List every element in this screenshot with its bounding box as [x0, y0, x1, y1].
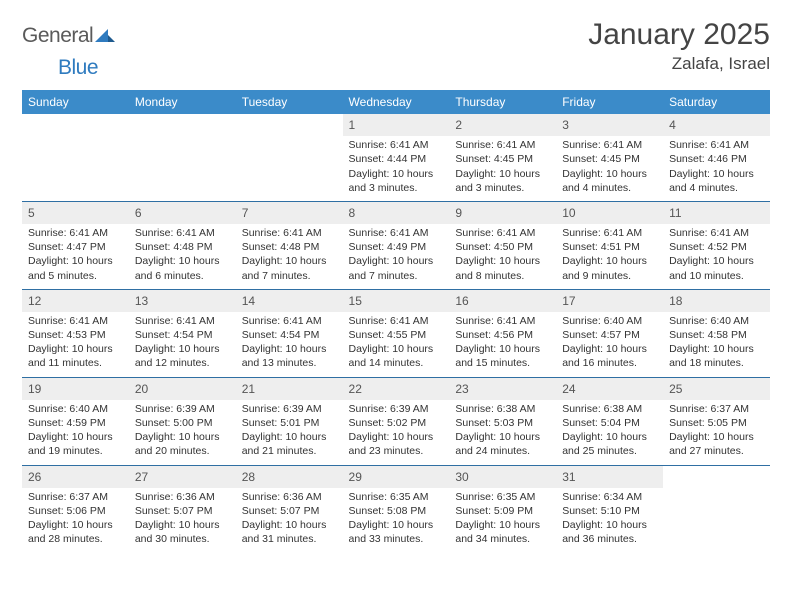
day-number-cell: 8 [343, 201, 450, 224]
title-block: January 2025 Zalafa, Israel [588, 18, 770, 74]
day-detail-cell: Sunrise: 6:39 AMSunset: 5:01 PMDaylight:… [236, 400, 343, 465]
day-number-cell: 4 [663, 114, 770, 136]
day-number-cell [129, 114, 236, 136]
logo: General [22, 24, 117, 48]
day-detail-cell: Sunrise: 6:38 AMSunset: 5:03 PMDaylight:… [449, 400, 556, 465]
logo-text-general: General [22, 24, 93, 48]
day-detail-cell [236, 136, 343, 201]
day-number-cell: 17 [556, 289, 663, 312]
day-number-cell: 13 [129, 289, 236, 312]
day-detail-cell: Sunrise: 6:41 AMSunset: 4:53 PMDaylight:… [22, 312, 129, 377]
logo-text-blue: Blue [58, 56, 98, 79]
day-detail-row: Sunrise: 6:41 AMSunset: 4:53 PMDaylight:… [22, 312, 770, 377]
day-detail-row: Sunrise: 6:37 AMSunset: 5:06 PMDaylight:… [22, 488, 770, 553]
day-number-cell: 12 [22, 289, 129, 312]
day-number-cell: 31 [556, 465, 663, 488]
day-detail-cell: Sunrise: 6:41 AMSunset: 4:54 PMDaylight:… [129, 312, 236, 377]
day-number-cell: 20 [129, 377, 236, 400]
day-detail-row: Sunrise: 6:41 AMSunset: 4:44 PMDaylight:… [22, 136, 770, 201]
day-detail-cell: Sunrise: 6:41 AMSunset: 4:45 PMDaylight:… [449, 136, 556, 201]
day-detail-cell: Sunrise: 6:41 AMSunset: 4:52 PMDaylight:… [663, 224, 770, 289]
day-detail-cell: Sunrise: 6:40 AMSunset: 4:58 PMDaylight:… [663, 312, 770, 377]
day-detail-cell: Sunrise: 6:41 AMSunset: 4:44 PMDaylight:… [343, 136, 450, 201]
day-number-cell: 23 [449, 377, 556, 400]
weekday-header: Thursday [449, 90, 556, 114]
weekday-header: Wednesday [343, 90, 450, 114]
day-detail-cell: Sunrise: 6:41 AMSunset: 4:49 PMDaylight:… [343, 224, 450, 289]
day-detail-cell: Sunrise: 6:34 AMSunset: 5:10 PMDaylight:… [556, 488, 663, 553]
day-number-cell: 29 [343, 465, 450, 488]
day-number-cell [22, 114, 129, 136]
day-detail-cell: Sunrise: 6:41 AMSunset: 4:47 PMDaylight:… [22, 224, 129, 289]
day-detail-cell [22, 136, 129, 201]
day-number-cell: 16 [449, 289, 556, 312]
header: General January 2025 Zalafa, Israel [22, 18, 770, 74]
day-detail-cell: Sunrise: 6:40 AMSunset: 4:59 PMDaylight:… [22, 400, 129, 465]
day-number-row: 262728293031 [22, 465, 770, 488]
day-detail-cell: Sunrise: 6:39 AMSunset: 5:02 PMDaylight:… [343, 400, 450, 465]
day-number-cell: 30 [449, 465, 556, 488]
day-number-cell: 14 [236, 289, 343, 312]
day-number-cell: 24 [556, 377, 663, 400]
location: Zalafa, Israel [588, 54, 770, 74]
weekday-header: Sunday [22, 90, 129, 114]
day-detail-cell [663, 488, 770, 553]
day-detail-cell [129, 136, 236, 201]
day-number-cell: 2 [449, 114, 556, 136]
day-number-cell: 25 [663, 377, 770, 400]
day-number-row: 1234 [22, 114, 770, 136]
weekday-header: Tuesday [236, 90, 343, 114]
day-number-cell: 7 [236, 201, 343, 224]
day-number-cell: 6 [129, 201, 236, 224]
day-detail-cell: Sunrise: 6:41 AMSunset: 4:48 PMDaylight:… [236, 224, 343, 289]
day-number-row: 19202122232425 [22, 377, 770, 400]
day-number-cell [663, 465, 770, 488]
day-number-cell: 21 [236, 377, 343, 400]
logo-triangle-icon [95, 26, 115, 47]
day-number-cell: 19 [22, 377, 129, 400]
day-number-row: 567891011 [22, 201, 770, 224]
day-number-cell: 10 [556, 201, 663, 224]
day-number-cell: 9 [449, 201, 556, 224]
day-detail-cell: Sunrise: 6:41 AMSunset: 4:46 PMDaylight:… [663, 136, 770, 201]
day-detail-cell: Sunrise: 6:38 AMSunset: 5:04 PMDaylight:… [556, 400, 663, 465]
day-detail-cell: Sunrise: 6:37 AMSunset: 5:05 PMDaylight:… [663, 400, 770, 465]
day-number-cell: 15 [343, 289, 450, 312]
weekday-header-row: SundayMondayTuesdayWednesdayThursdayFrid… [22, 90, 770, 114]
month-title: January 2025 [588, 18, 770, 52]
day-number-row: 12131415161718 [22, 289, 770, 312]
day-detail-cell: Sunrise: 6:36 AMSunset: 5:07 PMDaylight:… [236, 488, 343, 553]
day-number-cell [236, 114, 343, 136]
day-detail-cell: Sunrise: 6:41 AMSunset: 4:45 PMDaylight:… [556, 136, 663, 201]
day-detail-cell: Sunrise: 6:40 AMSunset: 4:57 PMDaylight:… [556, 312, 663, 377]
calendar-table: SundayMondayTuesdayWednesdayThursdayFrid… [22, 90, 770, 552]
day-number-cell: 1 [343, 114, 450, 136]
day-number-cell: 27 [129, 465, 236, 488]
weekday-header: Friday [556, 90, 663, 114]
weekday-header: Saturday [663, 90, 770, 114]
day-detail-row: Sunrise: 6:40 AMSunset: 4:59 PMDaylight:… [22, 400, 770, 465]
day-number-cell: 11 [663, 201, 770, 224]
weekday-header: Monday [129, 90, 236, 114]
day-detail-cell: Sunrise: 6:41 AMSunset: 4:51 PMDaylight:… [556, 224, 663, 289]
day-detail-cell: Sunrise: 6:35 AMSunset: 5:09 PMDaylight:… [449, 488, 556, 553]
day-detail-cell: Sunrise: 6:39 AMSunset: 5:00 PMDaylight:… [129, 400, 236, 465]
day-number-cell: 26 [22, 465, 129, 488]
day-detail-cell: Sunrise: 6:35 AMSunset: 5:08 PMDaylight:… [343, 488, 450, 553]
day-detail-cell: Sunrise: 6:37 AMSunset: 5:06 PMDaylight:… [22, 488, 129, 553]
day-detail-cell: Sunrise: 6:41 AMSunset: 4:56 PMDaylight:… [449, 312, 556, 377]
day-detail-cell: Sunrise: 6:41 AMSunset: 4:50 PMDaylight:… [449, 224, 556, 289]
day-detail-cell: Sunrise: 6:41 AMSunset: 4:54 PMDaylight:… [236, 312, 343, 377]
day-number-cell: 28 [236, 465, 343, 488]
day-detail-row: Sunrise: 6:41 AMSunset: 4:47 PMDaylight:… [22, 224, 770, 289]
day-number-cell: 5 [22, 201, 129, 224]
day-detail-cell: Sunrise: 6:41 AMSunset: 4:55 PMDaylight:… [343, 312, 450, 377]
day-number-cell: 22 [343, 377, 450, 400]
day-number-cell: 3 [556, 114, 663, 136]
day-detail-cell: Sunrise: 6:41 AMSunset: 4:48 PMDaylight:… [129, 224, 236, 289]
day-detail-cell: Sunrise: 6:36 AMSunset: 5:07 PMDaylight:… [129, 488, 236, 553]
day-number-cell: 18 [663, 289, 770, 312]
